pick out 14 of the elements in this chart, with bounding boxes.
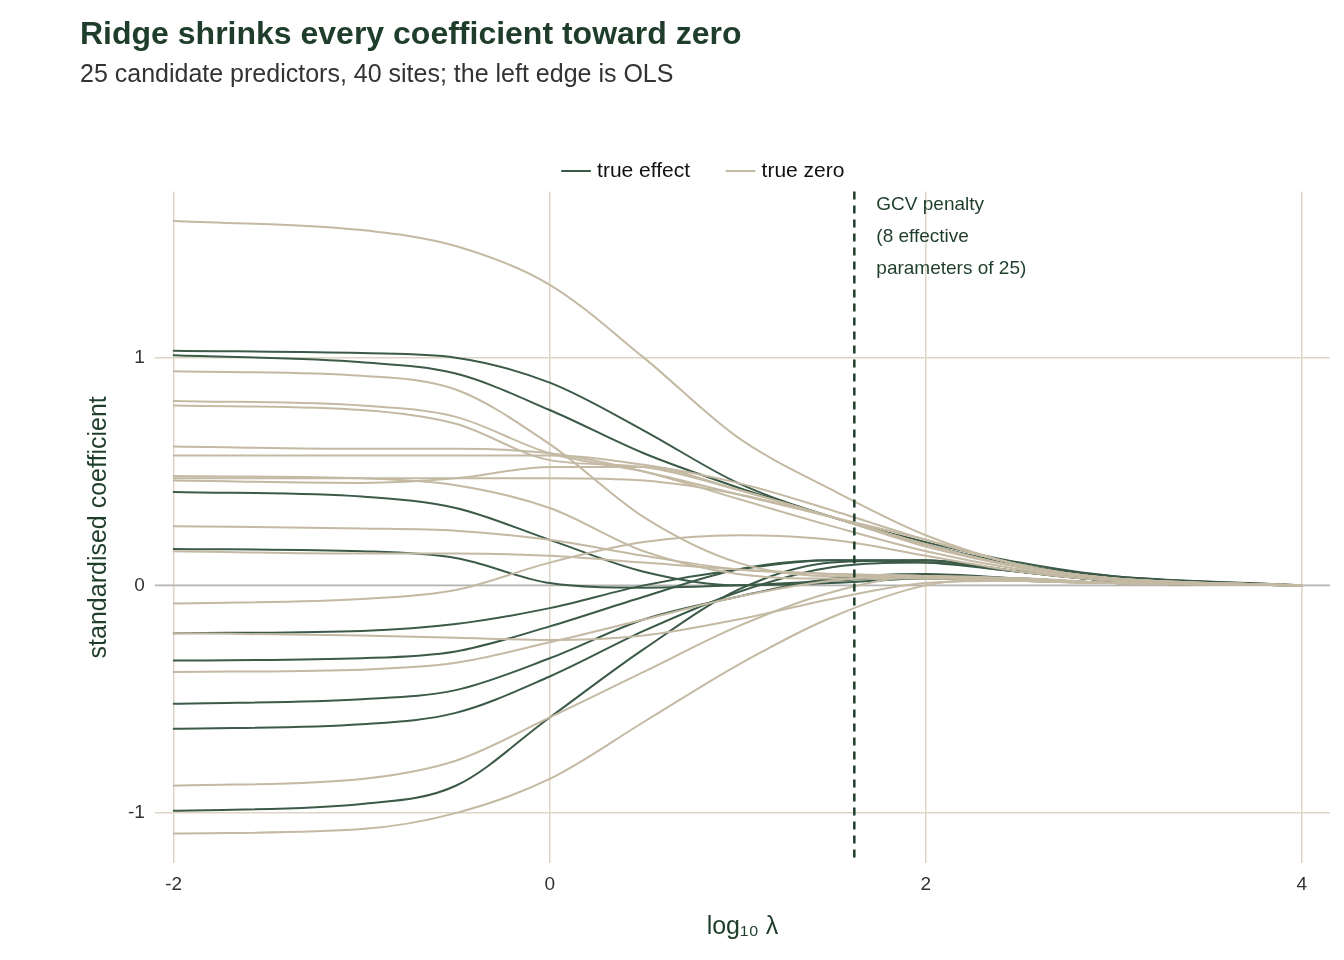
y-tick-label: -1 xyxy=(127,801,145,823)
chart-title: Ridge shrinks every coefficient toward zero xyxy=(80,15,742,52)
legend-label: true effect xyxy=(597,157,691,181)
x-tick-label: 2 xyxy=(920,872,932,894)
ref-line-label: GCV penalty (8 effective parameters of 25) xyxy=(876,193,1027,279)
y-tick-label: 1 xyxy=(134,345,145,367)
legend-label: true zero xyxy=(761,157,845,181)
x-tick-label: 4 xyxy=(1296,872,1308,894)
chart-subtitle: 25 candidate predictors, 40 sites; the left edge is OLS xyxy=(80,59,674,88)
x-axis-title: log₁₀ λ xyxy=(706,910,779,939)
x-tick-label: 0 xyxy=(544,872,556,894)
x-tick-label: -2 xyxy=(165,872,183,894)
y-tick-label: 0 xyxy=(134,573,145,595)
y-axis-title: standardised coefficient xyxy=(82,396,111,659)
